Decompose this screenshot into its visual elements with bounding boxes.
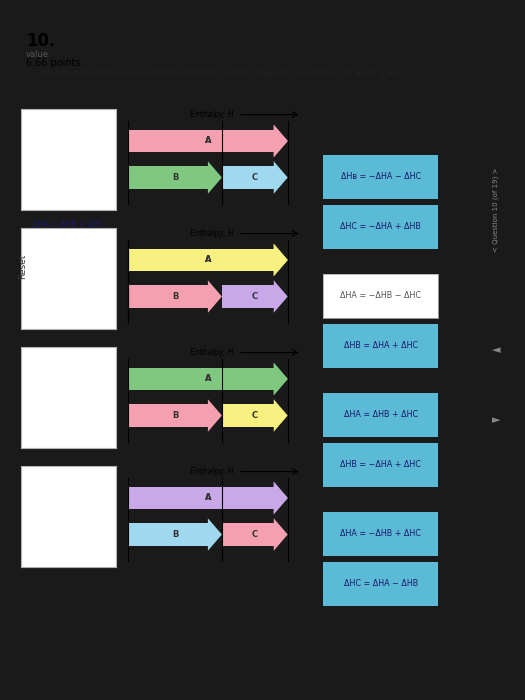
- Polygon shape: [274, 363, 288, 396]
- Bar: [222, 524, 274, 546]
- Polygon shape: [208, 161, 222, 194]
- Text: ΔHC = −ΔHA + ΔHB: ΔHC = −ΔHA + ΔHB: [340, 223, 421, 232]
- Text: A: A: [205, 494, 211, 503]
- Text: Enthalpy, H: Enthalpy, H: [190, 467, 234, 476]
- Text: 6.66 points: 6.66 points: [26, 59, 81, 69]
- Bar: [128, 248, 274, 271]
- Text: A: A: [205, 256, 211, 265]
- Text: A: A: [205, 374, 211, 384]
- Text: A: A: [205, 136, 211, 146]
- Bar: [128, 486, 274, 509]
- Text: ΔHC = ΔHA − ΔHB: ΔHC = ΔHA − ΔHB: [343, 580, 418, 589]
- Polygon shape: [274, 363, 288, 396]
- Polygon shape: [274, 125, 288, 158]
- Polygon shape: [208, 399, 222, 432]
- Polygon shape: [274, 244, 288, 276]
- Bar: [222, 286, 274, 308]
- Text: A: A: [205, 494, 211, 503]
- Text: C: C: [251, 292, 258, 301]
- Polygon shape: [274, 518, 288, 551]
- Bar: [128, 130, 274, 152]
- Polygon shape: [274, 482, 288, 514]
- Polygon shape: [208, 280, 222, 313]
- Text: A: A: [205, 136, 211, 146]
- Text: ΔHʙ = −ΔHA − ΔHC: ΔHʙ = −ΔHA − ΔHC: [341, 172, 421, 181]
- Text: Enthalpy, H: Enthalpy, H: [190, 229, 234, 238]
- Polygon shape: [274, 244, 288, 276]
- Polygon shape: [274, 280, 288, 313]
- Text: B: B: [172, 173, 178, 182]
- Bar: [128, 405, 208, 427]
- Text: ΔHA = ΔHB + ΔHC: ΔHA = ΔHB + ΔHC: [33, 220, 104, 229]
- Polygon shape: [208, 518, 222, 551]
- Bar: [128, 248, 274, 271]
- Text: ΔHA = ΔHB + ΔHC: ΔHA = ΔHB + ΔHC: [343, 410, 418, 419]
- Text: A: A: [205, 256, 211, 265]
- Text: C: C: [251, 530, 258, 539]
- Polygon shape: [274, 399, 288, 432]
- Bar: [128, 130, 274, 152]
- Text: ΔHA = −ΔHB + ΔHC: ΔHA = −ΔHB + ΔHC: [340, 529, 421, 538]
- Text: ΔHB = −ΔHA + ΔHC: ΔHB = −ΔHA + ΔHC: [340, 461, 421, 470]
- Bar: [128, 486, 274, 509]
- Text: Reset: Reset: [18, 253, 27, 279]
- Bar: [222, 167, 274, 189]
- Text: Match each chemical reaction with the correct diagram according to Hess’ Law.: Match each chemical reaction with the co…: [42, 69, 402, 78]
- Text: value: value: [26, 50, 49, 60]
- Text: ΔHA = −ΔHB − ΔHC: ΔHA = −ΔHB − ΔHC: [340, 291, 421, 300]
- Text: ΔHB = ΔHA + ΔHC: ΔHB = ΔHA + ΔHC: [343, 342, 418, 351]
- Text: C: C: [251, 411, 258, 420]
- Text: B: B: [172, 530, 178, 539]
- Bar: [128, 524, 208, 546]
- Text: Enthalpy, H: Enthalpy, H: [190, 348, 234, 357]
- Text: B: B: [172, 292, 178, 301]
- Bar: [128, 286, 208, 308]
- Text: A: A: [205, 374, 211, 384]
- Text: 10.: 10.: [26, 32, 56, 50]
- Polygon shape: [274, 482, 288, 514]
- Text: C: C: [251, 173, 258, 182]
- Text: ◄: ◄: [492, 345, 500, 355]
- Text: Enthalpy, H: Enthalpy, H: [190, 110, 234, 119]
- Bar: [128, 368, 274, 390]
- Polygon shape: [274, 125, 288, 158]
- Bar: [222, 405, 274, 427]
- Text: B: B: [172, 411, 178, 420]
- Bar: [128, 368, 274, 390]
- Bar: [128, 167, 208, 189]
- Polygon shape: [274, 161, 288, 194]
- Text: < Question 10 (of 19) >: < Question 10 (of 19) >: [493, 168, 499, 252]
- Text: ►: ►: [492, 415, 500, 425]
